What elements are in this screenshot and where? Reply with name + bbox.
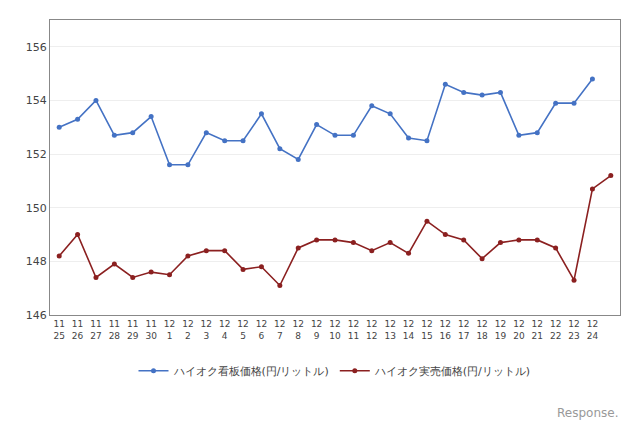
- svg-text:Response.: Response.: [557, 406, 618, 420]
- svg-text:1222: 1222: [550, 319, 561, 341]
- svg-text:1130: 1130: [145, 319, 157, 341]
- svg-text:1212: 1212: [366, 319, 377, 341]
- svg-text:129: 129: [311, 319, 322, 341]
- svg-text:154: 154: [26, 94, 47, 107]
- svg-text:1219: 1219: [495, 319, 507, 341]
- svg-text:125: 125: [237, 319, 248, 341]
- svg-text:127: 127: [274, 319, 285, 341]
- svg-text:156: 156: [26, 41, 47, 54]
- svg-text:122: 122: [182, 319, 193, 341]
- svg-text:1221: 1221: [532, 319, 543, 341]
- svg-text:ハイオク看板価格(円/リットル): ハイオク看板価格(円/リットル): [173, 365, 329, 378]
- svg-text:1125: 1125: [53, 319, 64, 341]
- svg-text:1128: 1128: [109, 319, 121, 341]
- svg-text:1215: 1215: [421, 319, 432, 341]
- svg-text:1216: 1216: [440, 319, 452, 341]
- svg-text:ハイオク実売価格(円/リットル): ハイオク実売価格(円/リットル): [374, 365, 530, 378]
- svg-text:1127: 1127: [90, 319, 101, 341]
- svg-text:150: 150: [26, 202, 47, 215]
- svg-text:146: 146: [26, 309, 47, 322]
- svg-text:128: 128: [293, 319, 304, 341]
- svg-text:1217: 1217: [458, 319, 469, 341]
- svg-text:1129: 1129: [127, 319, 139, 341]
- svg-text:1213: 1213: [384, 319, 395, 341]
- svg-text:1214: 1214: [403, 319, 415, 341]
- svg-text:1220: 1220: [513, 319, 525, 341]
- svg-text:124: 124: [219, 319, 230, 341]
- svg-text:123: 123: [201, 319, 212, 341]
- svg-text:148: 148: [26, 255, 47, 268]
- svg-text:152: 152: [26, 148, 47, 161]
- svg-text:1218: 1218: [476, 319, 488, 341]
- svg-text:1210: 1210: [329, 319, 341, 341]
- svg-text:126: 126: [256, 319, 267, 341]
- svg-text:1224: 1224: [587, 319, 599, 341]
- svg-text:1223: 1223: [568, 319, 579, 341]
- svg-text:1126: 1126: [72, 319, 84, 341]
- svg-text:1211: 1211: [348, 319, 359, 341]
- svg-text:121: 121: [164, 319, 175, 341]
